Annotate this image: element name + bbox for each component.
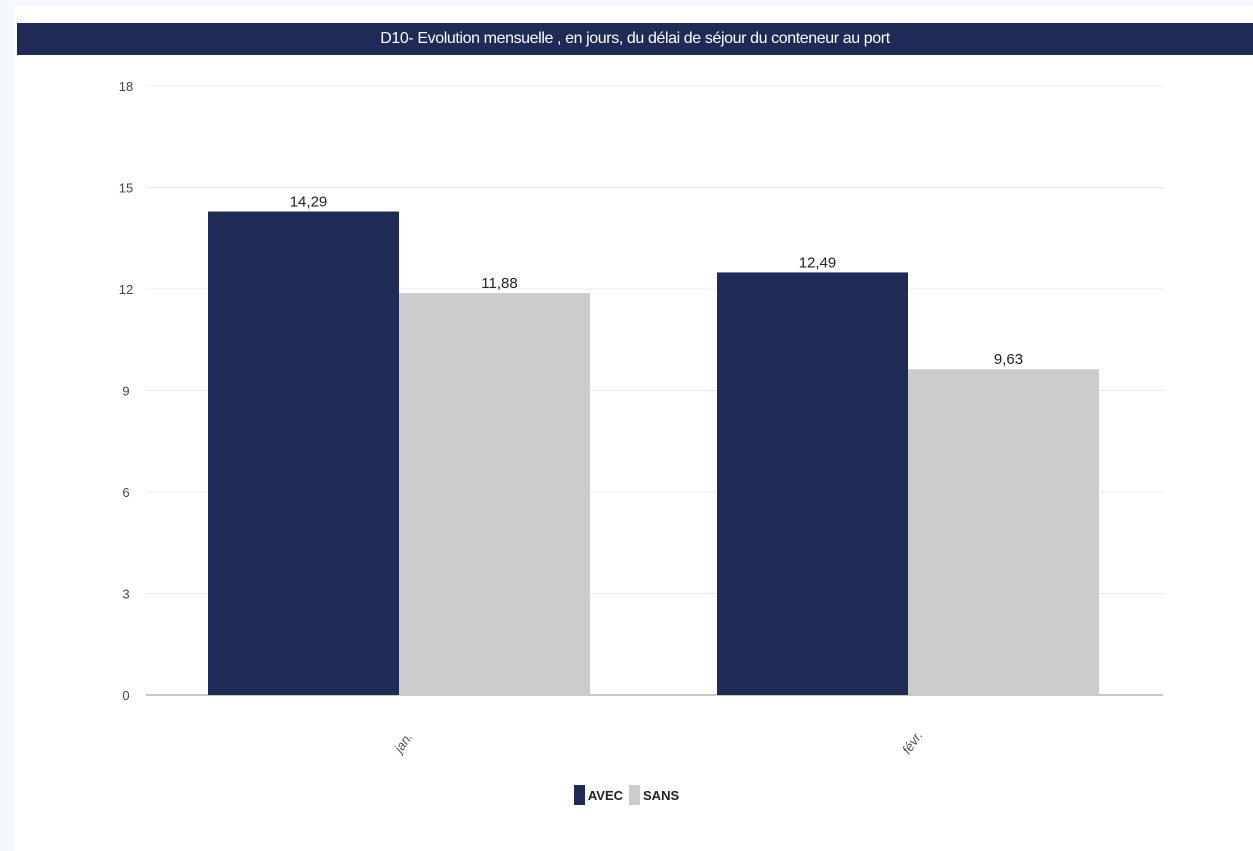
data-label: 9,63	[994, 351, 1023, 368]
legend-item-avec[interactable]: AVEC	[573, 785, 624, 805]
data-label: 14,29	[290, 194, 328, 211]
data-label: 11,88	[481, 275, 517, 292]
y-tick-label: 9	[122, 384, 129, 399]
chart-title: D10- Evolution mensuelle , en jours, du …	[17, 23, 1253, 55]
y-tick-label: 6	[122, 485, 129, 500]
legend-item-sans[interactable]: SANS	[629, 785, 679, 805]
x-tick-label: jan.	[390, 730, 415, 757]
legend-swatch	[573, 785, 585, 805]
y-tick-label: 15	[119, 181, 133, 196]
legend-swatch	[629, 785, 641, 805]
data-label: 12,49	[799, 254, 837, 271]
x-tick-label: févr.	[899, 728, 926, 757]
legend-label: SANS	[643, 787, 680, 803]
y-axis: 0 3 6 9 12 15 18	[119, 79, 133, 703]
y-tick-label: 18	[119, 79, 133, 94]
bar-avec-1	[717, 272, 908, 695]
y-tick-label: 3	[122, 587, 129, 602]
bars: 14,29 11,88 12,49 9,63	[208, 194, 1099, 695]
legend: AVEC SANS	[0, 785, 1253, 805]
y-tick-label: 12	[119, 282, 133, 297]
bar-sans-0	[399, 293, 590, 695]
legend-label: AVEC	[587, 787, 624, 803]
x-axis: jan. févr.	[390, 728, 926, 757]
bar-avec-0	[208, 211, 399, 695]
y-tick-label: 0	[122, 688, 129, 703]
bar-sans-1	[908, 369, 1099, 695]
